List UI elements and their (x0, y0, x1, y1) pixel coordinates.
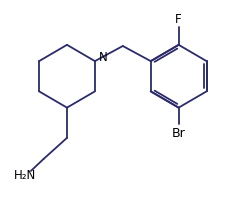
Text: F: F (175, 13, 182, 26)
Text: N: N (99, 51, 108, 64)
Text: H₂N: H₂N (14, 169, 36, 182)
Text: Br: Br (172, 127, 186, 140)
